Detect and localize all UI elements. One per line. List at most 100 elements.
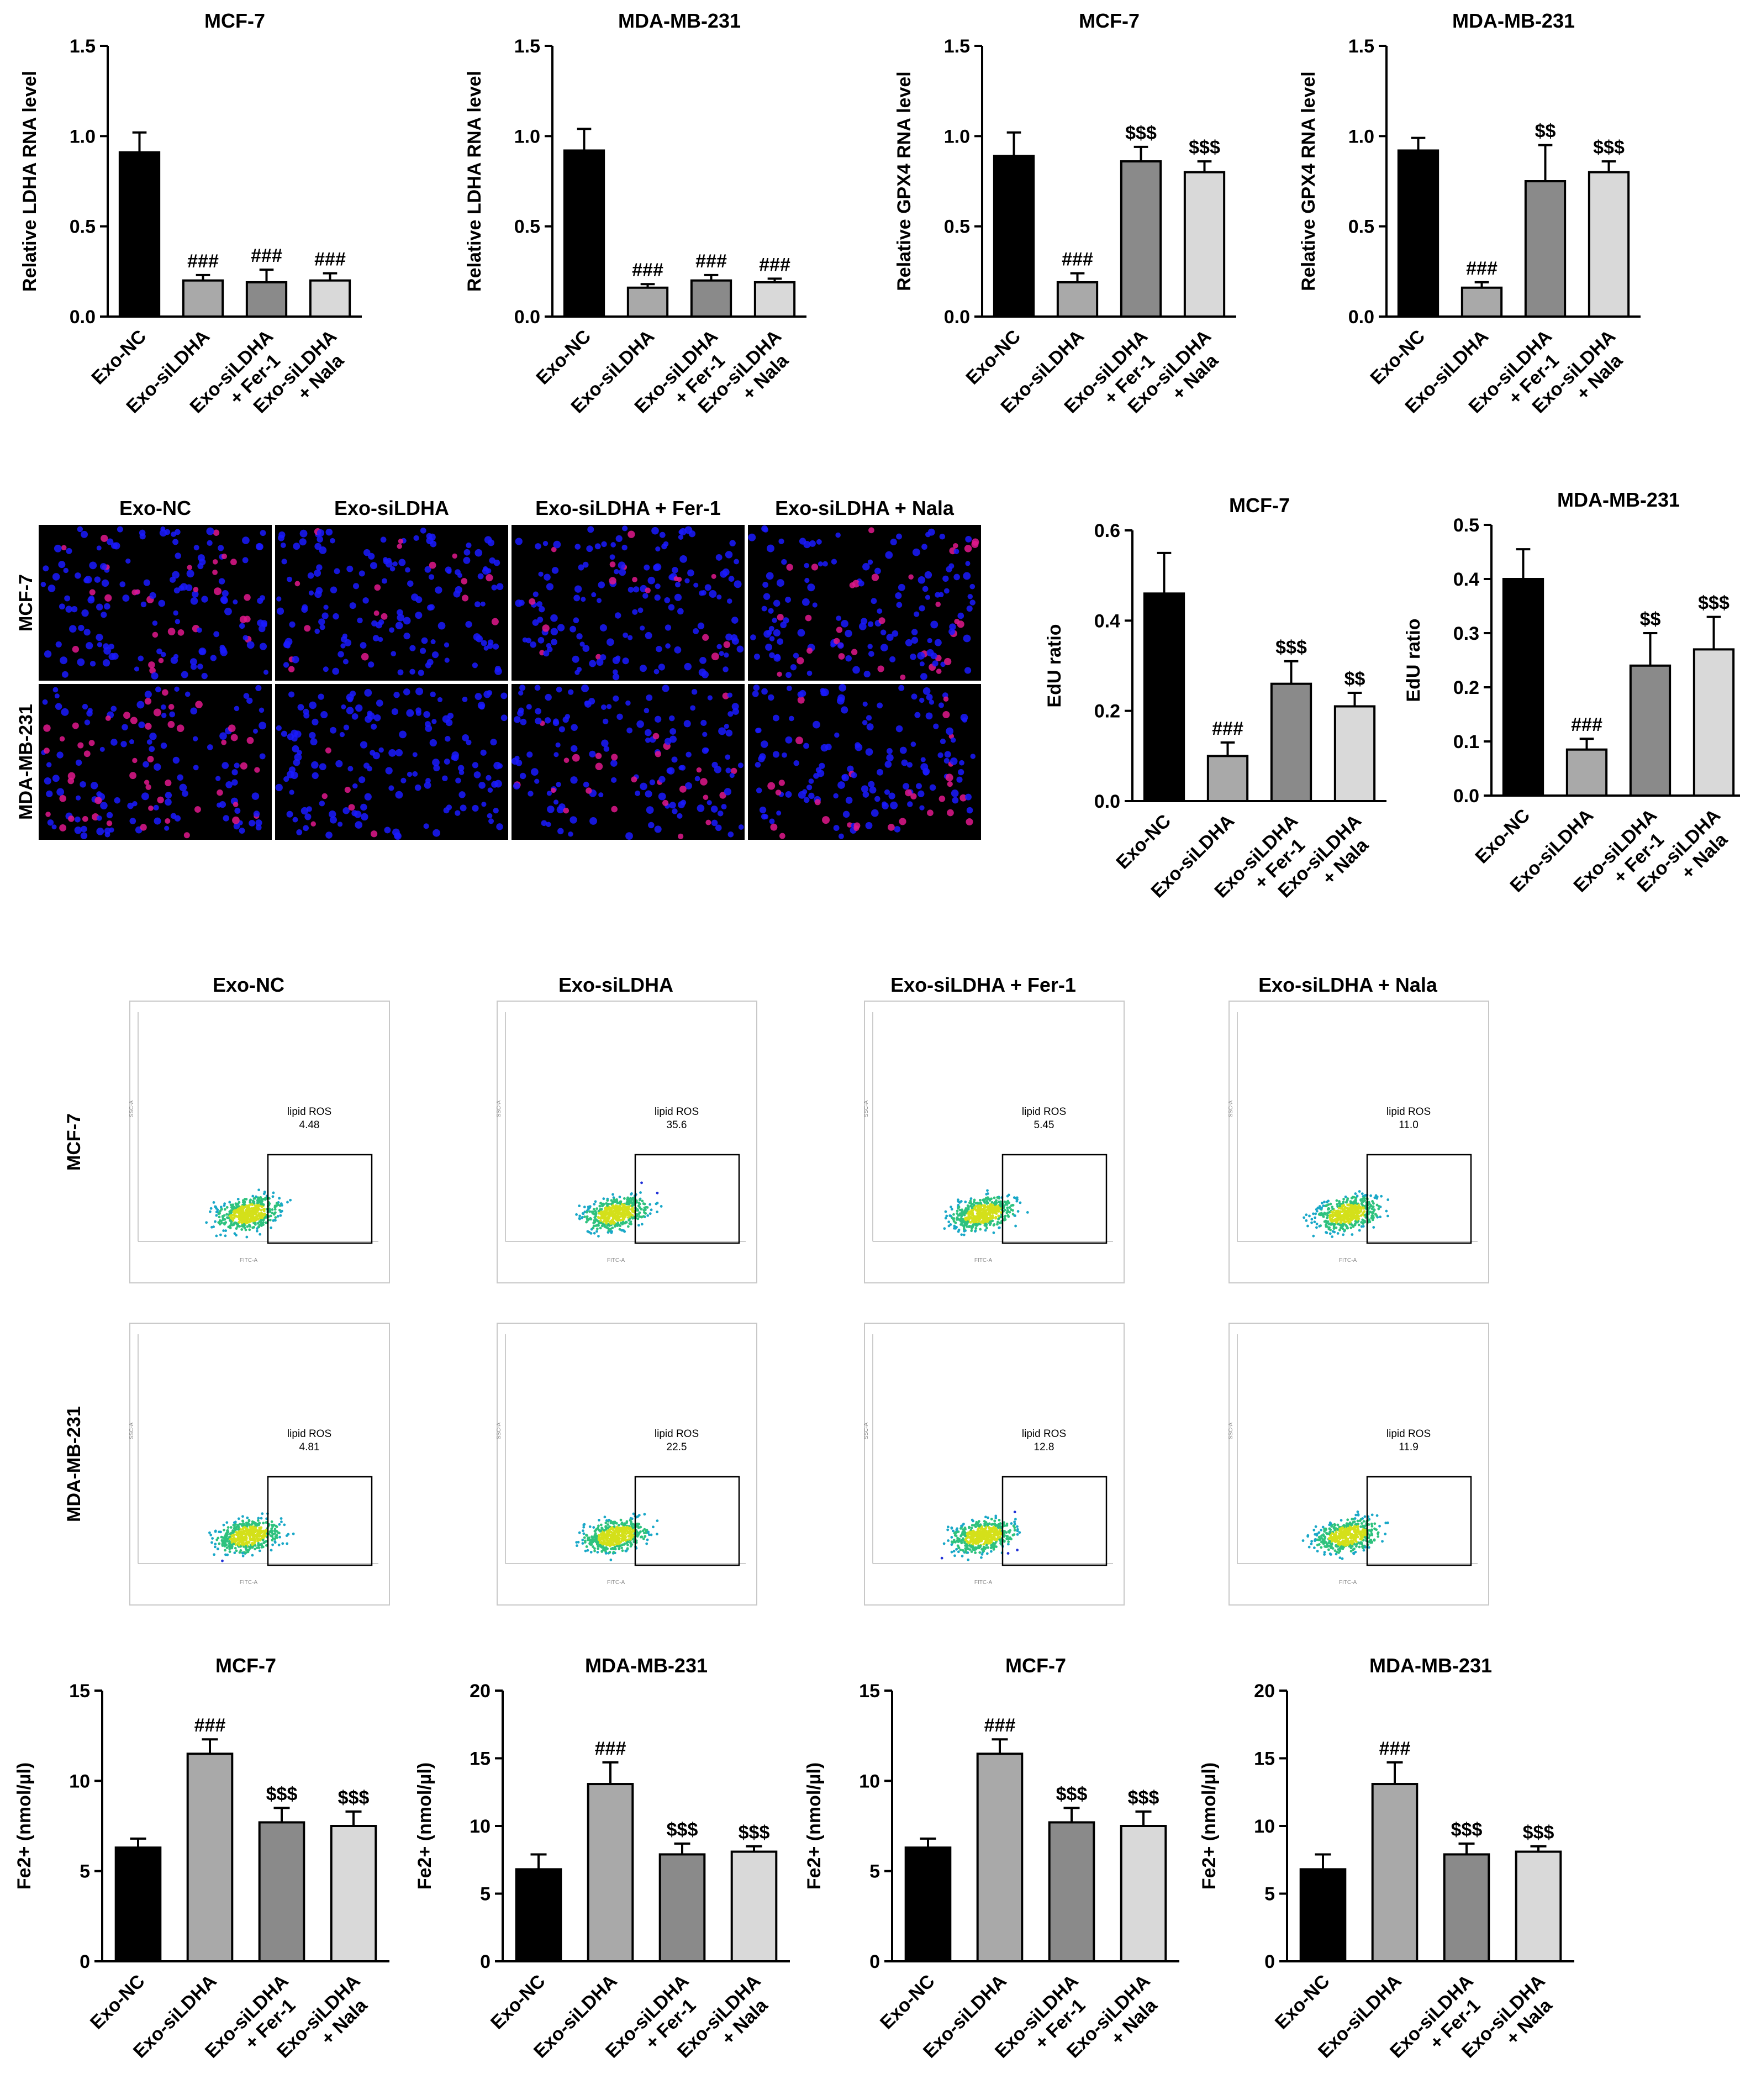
- edu-positive-nucleus: [462, 594, 469, 602]
- edu-image: [275, 684, 508, 840]
- gate-label: lipid ROS: [655, 1106, 699, 1118]
- nucleus: [845, 629, 852, 638]
- nucleus: [942, 575, 949, 582]
- event-dot: [998, 1222, 1001, 1225]
- event-dot: [626, 1526, 629, 1529]
- nucleus: [117, 526, 123, 533]
- event-dot: [1353, 1222, 1357, 1225]
- nucleus: [54, 544, 62, 552]
- event-dot: [986, 1192, 989, 1195]
- event-dot: [1314, 1212, 1317, 1215]
- nucleus: [544, 717, 551, 724]
- event-dot: [286, 1201, 289, 1204]
- event-dot: [609, 1222, 613, 1225]
- edu-positive-nucleus: [123, 712, 130, 719]
- nucleus: [571, 745, 578, 752]
- event-dot: [251, 1520, 254, 1523]
- edu-positive-nucleus: [927, 809, 934, 817]
- significance-label: ###: [187, 251, 219, 272]
- significance-label: ###: [251, 245, 282, 266]
- event-dot: [973, 1223, 977, 1226]
- nucleus: [622, 525, 628, 531]
- nucleus: [106, 812, 113, 819]
- nucleus: [388, 749, 396, 757]
- event-dot: [620, 1229, 624, 1232]
- event-dot: [1363, 1196, 1365, 1199]
- nucleus: [602, 718, 609, 725]
- bar: [182, 279, 224, 318]
- event-dot: [632, 1512, 635, 1515]
- event-dot: [241, 1218, 245, 1220]
- x-tick-label: Exo-NC: [87, 326, 150, 389]
- nucleus: [785, 791, 792, 798]
- event-dot: [583, 1523, 586, 1526]
- nucleus: [584, 700, 589, 706]
- event-dot: [1357, 1208, 1360, 1211]
- nucleus: [669, 735, 677, 743]
- event-dot: [1364, 1204, 1367, 1208]
- nucleus: [283, 776, 289, 782]
- nucleus: [646, 806, 654, 814]
- y-tick-label: 1.5: [944, 36, 970, 57]
- event-dot: [588, 1525, 592, 1528]
- nucleus: [547, 806, 555, 813]
- event-dot: [607, 1214, 610, 1217]
- nucleus: [615, 612, 621, 619]
- event-dot: [957, 1206, 961, 1209]
- nucleus: [671, 756, 678, 763]
- nucleus: [932, 660, 938, 667]
- bar: [1460, 286, 1503, 318]
- event-dot: [593, 1231, 596, 1235]
- nucleus: [963, 634, 971, 643]
- event-dot: [1351, 1233, 1354, 1236]
- event-dot: [241, 1528, 244, 1531]
- nucleus: [312, 772, 319, 780]
- nucleus: [732, 708, 739, 715]
- nucleus: [321, 612, 329, 619]
- nucleus: [914, 611, 920, 617]
- significance-label: $$$: [1451, 1819, 1483, 1840]
- edu-positive-nucleus: [88, 740, 95, 746]
- edu-positive-nucleus: [254, 767, 260, 773]
- nucleus: [161, 713, 167, 718]
- significance-label: $$$: [667, 1819, 698, 1840]
- edu-positive-nucleus: [935, 602, 941, 607]
- event-dot: [583, 1536, 586, 1539]
- nucleus: [766, 544, 774, 552]
- nucleus: [896, 533, 902, 540]
- nucleus: [446, 804, 452, 810]
- nucleus: [355, 821, 363, 829]
- y-tick-label: 0.0: [1453, 786, 1479, 807]
- nucleus: [946, 727, 954, 735]
- event-dot: [996, 1223, 999, 1226]
- y-tick-label: 0: [480, 1951, 491, 1972]
- event-dot: [981, 1204, 984, 1207]
- plot-frame: [1228, 1001, 1489, 1283]
- nucleus: [679, 555, 687, 563]
- nucleus: [724, 788, 732, 796]
- nucleus: [44, 650, 52, 658]
- event-dot: [594, 1539, 597, 1543]
- nucleus: [281, 730, 288, 737]
- nucleus: [175, 552, 181, 559]
- event-dot: [1343, 1207, 1346, 1210]
- nucleus: [182, 790, 188, 797]
- event-dot: [602, 1549, 605, 1552]
- nucleus: [877, 702, 883, 709]
- event-dot: [628, 1198, 631, 1202]
- edu-positive-nucleus: [486, 574, 493, 582]
- event-dot: [637, 1213, 640, 1216]
- nucleus: [537, 637, 545, 644]
- nucleus: [871, 809, 879, 817]
- event-dot: [631, 1204, 634, 1207]
- nucleus: [480, 749, 487, 756]
- chart-title: MCF-7: [204, 9, 265, 32]
- y-tick-label: 0: [1264, 1951, 1275, 1972]
- nucleus: [683, 720, 691, 728]
- event-dot: [1340, 1221, 1343, 1224]
- nucleus: [154, 763, 161, 771]
- event-dot: [215, 1538, 219, 1541]
- event-dot: [590, 1535, 593, 1538]
- x-tick-label-line: Exo-NC: [962, 326, 1025, 389]
- event-dot: [1344, 1217, 1347, 1220]
